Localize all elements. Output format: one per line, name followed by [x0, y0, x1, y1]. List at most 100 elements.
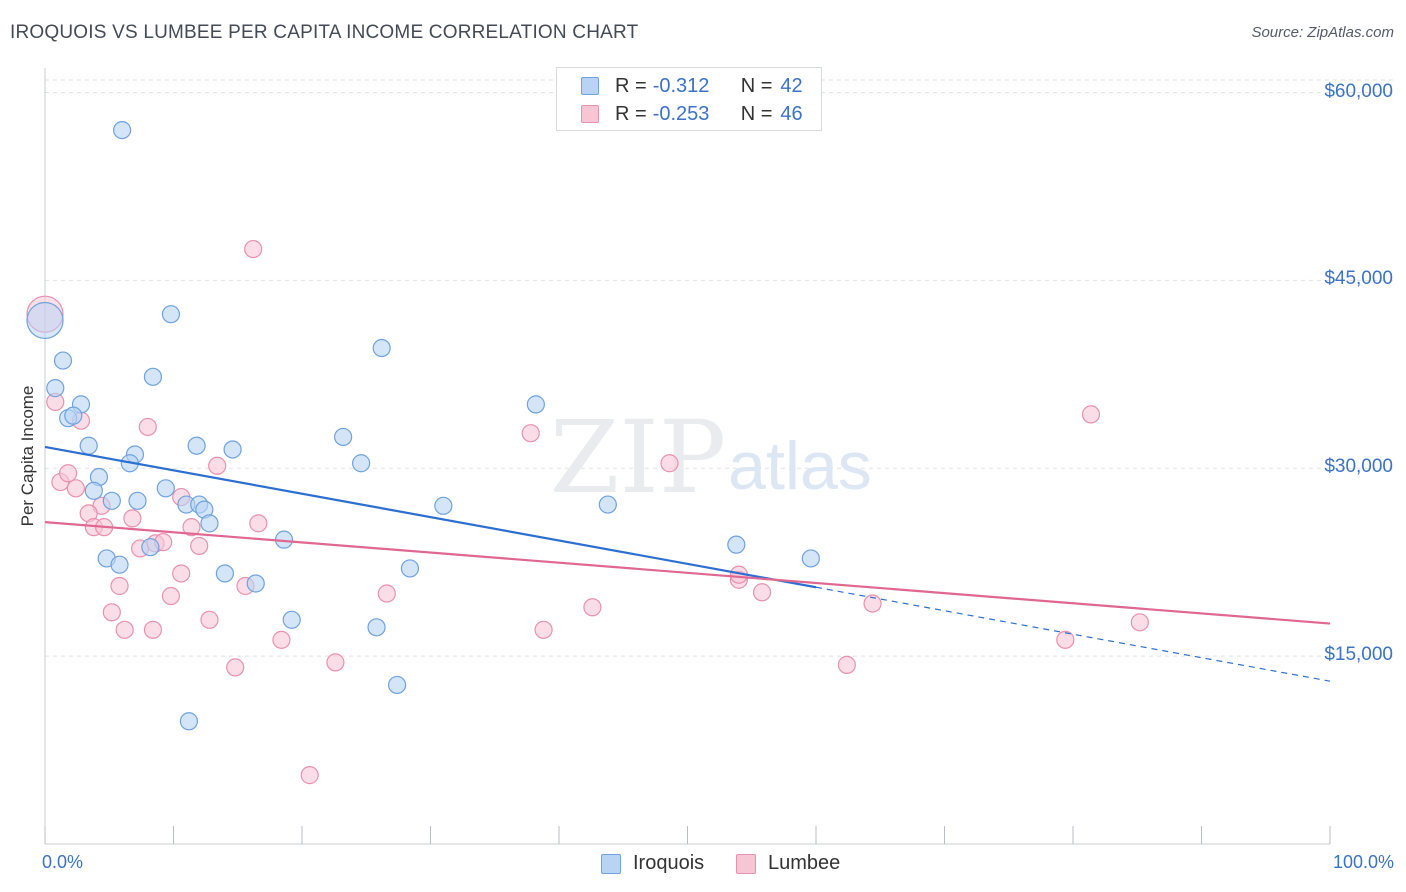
iroquois-point — [282, 610, 301, 629]
iroquois-point — [215, 564, 234, 583]
legend-row-lumbee: R = -0.253 N = 46 — [581, 102, 803, 126]
lumbee-point — [1081, 405, 1101, 424]
lumbee-trend-line — [44, 521, 1331, 625]
lumbee-point — [249, 514, 268, 533]
lumbee-point — [226, 658, 245, 677]
iroquois-point — [26, 301, 64, 340]
lumbee-point — [837, 655, 856, 674]
iroquois-point — [187, 436, 206, 455]
lumbee-swatch — [581, 105, 599, 123]
lumbee-point — [272, 630, 291, 649]
iroquois-legend-swatch — [601, 853, 621, 874]
lumbee-point — [583, 598, 602, 617]
iroquois-point — [79, 436, 98, 455]
iroquois-point — [352, 454, 371, 473]
lumbee-point — [534, 620, 553, 639]
n-value: 42 — [780, 74, 803, 97]
lumbee-point — [300, 766, 319, 785]
iroquois-point — [223, 440, 242, 459]
r-value: -0.312 — [652, 74, 710, 97]
r-label: R = — [615, 74, 647, 97]
iroquois-point — [128, 491, 147, 510]
n-label: N = — [740, 102, 773, 125]
legend-row-iroquois: R = -0.312 N = 42 — [581, 74, 803, 98]
iroquois-point — [372, 338, 391, 358]
iroquois-point — [112, 120, 132, 140]
lumbee-point — [172, 564, 191, 583]
iroquois-point — [434, 496, 453, 515]
iroquois-point — [801, 549, 820, 568]
y-tick-label: $45,000 — [1324, 268, 1393, 290]
iroquois-point — [526, 395, 545, 414]
n-label: N = — [740, 74, 773, 97]
lumbee-point — [1130, 613, 1149, 632]
lumbee-point — [752, 583, 772, 602]
lumbee-point — [182, 518, 201, 537]
y-tick-label: $60,000 — [1324, 80, 1393, 102]
source-credit: Source: ZipAtlas.com — [1251, 24, 1394, 41]
iroquois-point — [156, 479, 175, 498]
y-tick-label: $30,000 — [1324, 456, 1393, 478]
y-axis-label: Per Capita Income — [18, 385, 37, 527]
r-value: -0.253 — [652, 102, 710, 125]
lumbee-point — [200, 610, 219, 629]
iroquois-point — [143, 367, 163, 386]
iroquois-trend-extension — [815, 586, 1331, 682]
lumbee-point — [244, 239, 263, 259]
legend-item-lumbee[interactable]: Lumbee — [736, 852, 840, 875]
watermark: ZIP atlas — [550, 399, 872, 516]
chart-title: IROQUOIS VS LUMBEE PER CAPITA INCOME COR… — [10, 22, 639, 43]
y-tick-label: $15,000 — [1324, 644, 1393, 666]
lumbee-point — [863, 594, 882, 613]
iroquois-point — [53, 351, 73, 370]
iroquois-point — [179, 712, 199, 731]
lumbee-point — [123, 509, 142, 528]
iroquois-point — [64, 406, 83, 425]
trend-lines — [44, 445, 1331, 682]
iroquois-swatch — [581, 77, 599, 95]
iroquois-point — [727, 535, 746, 554]
legend-label-iroquois: Iroquois — [633, 852, 705, 874]
lumbee-point — [102, 603, 121, 622]
stats-legend: R = -0.312 N = 42 R = -0.253 N = 46 — [556, 67, 822, 131]
lumbee-point — [143, 620, 163, 639]
n-value: 46 — [780, 102, 803, 125]
lumbee-point — [190, 536, 209, 556]
lumbee-point — [161, 586, 181, 606]
iroquois-point — [334, 427, 353, 447]
lumbee-point — [59, 464, 78, 483]
x-tick-label-min: 0.0% — [42, 852, 84, 872]
lumbee-point — [1056, 630, 1075, 649]
iroquois-point — [200, 514, 219, 533]
iroquois-point — [387, 675, 407, 695]
r-label: R = — [615, 102, 647, 125]
iroquois-points — [26, 120, 820, 731]
lumbee-point — [208, 456, 227, 475]
iroquois-point — [84, 481, 103, 500]
series-legend: Iroquois Lumbee — [0, 852, 1406, 878]
lumbee-point — [660, 454, 679, 473]
iroquois-point — [46, 379, 65, 398]
iroquois-point — [246, 574, 265, 593]
lumbee-legend-swatch — [736, 853, 756, 874]
iroquois-point — [141, 538, 160, 557]
lumbee-point — [138, 417, 157, 437]
lumbee-point — [326, 653, 345, 672]
iroquois-point — [598, 495, 617, 514]
lumbee-point — [115, 620, 134, 639]
watermark-zip: ZIP — [550, 399, 726, 516]
legend-item-iroquois[interactable]: Iroquois — [601, 852, 704, 875]
iroquois-point — [161, 305, 181, 324]
legend-label-lumbee: Lumbee — [768, 852, 841, 874]
iroquois-point — [400, 559, 420, 578]
lumbee-point — [66, 479, 85, 498]
lumbee-point — [377, 584, 396, 603]
iroquois-point — [367, 618, 386, 637]
watermark-atlas: atlas — [728, 428, 872, 504]
iroquois-point — [110, 555, 129, 574]
lumbee-point — [110, 576, 129, 596]
axes — [44, 68, 1331, 845]
iroquois-point — [102, 491, 121, 510]
x-tick-label-max: 100.0% — [1332, 852, 1394, 872]
